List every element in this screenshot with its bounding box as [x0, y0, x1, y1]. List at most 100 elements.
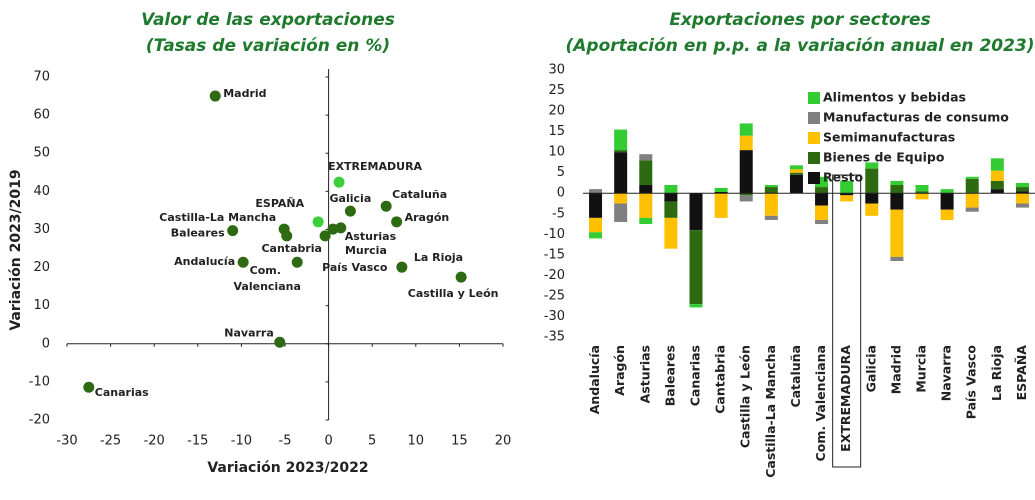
bar-segment [689, 230, 703, 305]
bar-segment [915, 193, 929, 200]
point [291, 256, 303, 268]
point [274, 336, 286, 348]
bar-segment [639, 217, 653, 225]
bar-segment [915, 191, 929, 194]
bar-segment [1015, 182, 1029, 188]
bar-segment [815, 187, 829, 194]
x-tick-label: -10 [231, 434, 252, 449]
point-label: Baleares [171, 227, 225, 240]
bar-segment [714, 191, 728, 194]
y-tick-label: 10 [33, 298, 50, 313]
point-label: Galicia [330, 192, 372, 205]
bar-segment [865, 193, 879, 204]
bar-segment [940, 193, 954, 210]
chart-title: Exportaciones por sectores [669, 10, 930, 30]
bar-segment [764, 193, 778, 216]
point-label: Navarra [224, 326, 274, 339]
y-tick-label: 15 [548, 124, 565, 139]
x-tick-label: -20 [144, 434, 165, 449]
bar-segment [890, 209, 904, 257]
bar-segment [789, 169, 803, 173]
x-axis-label: Variación 2023/2022 [207, 460, 368, 476]
legend-swatch [808, 132, 820, 144]
x-tick-label: Castilla-La Mancha [763, 345, 778, 478]
bar-segment [689, 193, 703, 231]
legend-label: Semimanufacturas [823, 130, 955, 145]
bar-segment [940, 189, 954, 194]
bar-segment [965, 176, 979, 179]
bar-segment [865, 203, 879, 216]
bar-segment [965, 207, 979, 212]
bar-segment [739, 135, 753, 151]
bar-segment [639, 193, 653, 218]
y-tick-label: 30 [548, 63, 565, 78]
y-tick-label: 20 [33, 260, 50, 275]
bar-segment [664, 185, 678, 194]
bar-segment [890, 185, 904, 194]
y-tick-label: 5 [557, 165, 565, 180]
bar-segment [1015, 193, 1029, 204]
point [281, 230, 293, 242]
legend-label: Bienes de Equipo [823, 150, 945, 165]
x-tick-label: -30 [56, 434, 77, 449]
bar-segment [639, 185, 653, 194]
x-tick-label: Madrid [888, 345, 903, 394]
point [227, 225, 239, 237]
bar-segment [815, 219, 829, 225]
x-tick-label: La Rioja [989, 345, 1004, 401]
bar-segment [589, 217, 603, 233]
bar-segment [589, 189, 603, 194]
y-tick-label: 0 [42, 336, 50, 351]
x-tick-label: 0 [324, 434, 332, 449]
point [237, 256, 249, 268]
point-label: La Rioja [414, 251, 463, 264]
legend-swatch [808, 112, 820, 124]
bar-segment [589, 193, 603, 218]
bar-segment [664, 201, 678, 218]
y-tick-label: -20 [29, 413, 50, 428]
point [344, 205, 356, 217]
bar-segment [764, 187, 778, 193]
bar-segment [764, 215, 778, 220]
x-tick-label: Asturias [637, 345, 652, 403]
bar-segment [1015, 187, 1029, 192]
point [83, 381, 95, 393]
bar-segment [965, 193, 979, 208]
x-tick-label: Galicia [863, 345, 878, 392]
x-tick-label: 10 [408, 434, 425, 449]
bar-segment [714, 193, 728, 218]
bar-segment [614, 203, 628, 222]
y-tick-label: 70 [33, 70, 50, 85]
point-label: Castilla-La Mancha [159, 211, 276, 224]
x-tick-label: Com. Valenciana [813, 345, 828, 461]
x-tick-label: 5 [368, 434, 376, 449]
x-tick-label: Andalucía [587, 345, 602, 414]
bar-segment [990, 170, 1004, 181]
x-tick-label: Canarias [688, 345, 703, 406]
legend-swatch [808, 92, 820, 104]
x-tick-label: Cataluña [788, 345, 803, 408]
point [391, 216, 403, 228]
bar-segment [840, 180, 854, 194]
bar-segment [689, 304, 703, 308]
x-tick-label: Navarra [939, 345, 954, 401]
bar-segment [614, 129, 628, 151]
x-tick-label: 15 [451, 434, 468, 449]
point-label: País Vasco [322, 261, 388, 274]
bar-segment [840, 195, 854, 202]
y-tick-label: -30 [544, 309, 565, 324]
y-axis-label: Variación 2023/2019 [8, 169, 24, 330]
bar-segment [664, 217, 678, 249]
x-tick-label: Baleares [662, 345, 677, 406]
bar-segment [840, 193, 854, 196]
chart-title: Valor de las exportaciones [141, 10, 395, 30]
bar-segment [815, 176, 829, 188]
x-tick-label: Cantabria [713, 345, 728, 414]
chart-subtitle: (Aportación en p.p. a la variación anual… [565, 36, 1034, 56]
y-tick-label: 20 [548, 104, 565, 119]
y-tick-label: -10 [29, 374, 50, 389]
bar-segment [764, 185, 778, 188]
bar-segment [940, 209, 954, 220]
y-tick-label: -20 [544, 268, 565, 283]
bar-segment [815, 193, 829, 206]
